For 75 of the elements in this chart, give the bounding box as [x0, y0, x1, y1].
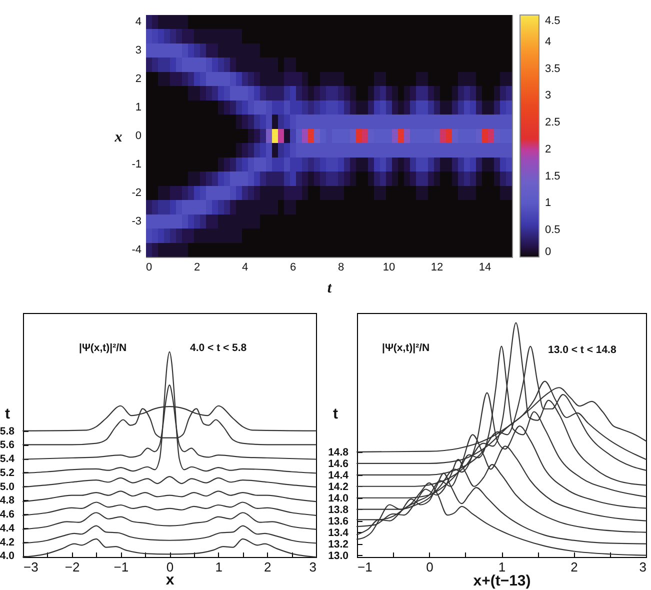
- y-tick-label: 3: [135, 44, 142, 57]
- color-bar-label: 0.5: [545, 224, 560, 236]
- y-tick-label: -1: [132, 158, 142, 170]
- y-tick-label: 13.0: [328, 550, 349, 562]
- x-axis-title: x: [166, 572, 175, 588]
- color-bar-label: 2.5: [545, 116, 560, 129]
- y-tick-label: 4: [135, 16, 142, 28]
- y-tick-label: 1: [135, 102, 142, 114]
- x-tick-label: −2: [64, 560, 80, 574]
- color-bar-label: 3: [545, 90, 552, 102]
- y-tick-label: 14.2: [328, 480, 349, 493]
- x-tick-label: −3: [24, 560, 38, 574]
- y-tick-label: 5.0: [0, 480, 15, 493]
- y-tick-label: 13.2: [328, 538, 349, 550]
- color-bar-label: 3.5: [545, 62, 560, 75]
- x-tick-label: 1: [215, 560, 222, 574]
- y-tick-label: 5.2: [0, 466, 15, 479]
- y-tick-label: 14.0: [328, 492, 349, 504]
- x-tick-label: 12: [430, 262, 444, 274]
- color-bar-label: 0: [545, 246, 552, 258]
- y-tick-label: 14.4: [328, 469, 349, 482]
- x-tick-label: 1: [498, 560, 506, 574]
- line-series: [22, 502, 317, 516]
- y-tick-label: 14.8: [328, 446, 349, 458]
- line-series: [22, 525, 317, 544]
- y-tick-label: 14.6: [328, 458, 349, 470]
- y-tick-label: 4.2: [0, 536, 15, 548]
- line-series: [22, 538, 317, 558]
- y-tick-label: 0: [135, 130, 142, 142]
- x-tick-label: 8: [338, 262, 344, 274]
- y-tick-label: 4.0: [0, 550, 15, 562]
- x-tick-label: 2: [570, 560, 578, 574]
- x-tick-label: 3: [309, 560, 316, 574]
- x-tick-label: −1: [114, 560, 129, 574]
- y-tick-label: -2: [132, 186, 142, 199]
- y-tick-label: 4.4: [0, 522, 15, 534]
- line-series: [22, 476, 317, 488]
- y-tick-label: 5.4: [0, 453, 15, 466]
- x-tick-label: 3: [639, 560, 646, 574]
- line-series: [22, 512, 317, 530]
- x-tick-label: −1: [358, 560, 372, 574]
- y-tick-label: -4: [132, 244, 142, 256]
- y-axis-title: t: [333, 406, 338, 422]
- color-bar-label: 4: [545, 36, 552, 48]
- y-tick-label: 13.4: [328, 526, 349, 539]
- x-axis-title: t: [327, 280, 332, 296]
- annotation: |Ψ(x,t)|²/N: [79, 342, 127, 354]
- color-bar-label: 1.5: [545, 170, 560, 182]
- x-tick-label: 6: [290, 262, 296, 274]
- y-tick-label: 4.6: [0, 508, 15, 521]
- y-tick-label: 2: [135, 73, 142, 86]
- y-tick-label: 13.6: [328, 515, 349, 528]
- y-tick-label: 5.8: [0, 425, 15, 438]
- color-bar-label: 1: [545, 197, 552, 210]
- y-tick-label: -3: [132, 215, 142, 228]
- x-tick-label: 4: [242, 262, 248, 274]
- x-tick-label: 2: [194, 262, 200, 274]
- annotation: 13.0 < t < 14.8: [548, 344, 616, 356]
- y-tick-label: 13.8: [328, 504, 349, 516]
- x-axis-title: x+(t−13): [473, 572, 531, 590]
- line-series: [22, 490, 317, 502]
- y-tick-label: 4.8: [0, 494, 15, 507]
- annotation: |Ψ(x,t)|²/N: [382, 342, 430, 354]
- x-tick-label: 0: [146, 262, 152, 274]
- y-axis-title: t: [5, 406, 10, 422]
- x-tick-label: 2: [264, 560, 272, 574]
- x-tick-label: 0: [166, 560, 174, 574]
- x-tick-label: 0: [426, 560, 434, 574]
- x-tick-label: 10: [382, 262, 396, 274]
- color-bar-label: 2: [545, 143, 552, 156]
- color-bar-label: 4.5: [545, 15, 560, 27]
- y-tick-label: 5.6: [0, 439, 15, 452]
- x-tick-label: 14: [478, 262, 492, 274]
- annotation: 4.0 < t < 5.8: [190, 342, 247, 354]
- y-axis-title: x: [114, 130, 123, 146]
